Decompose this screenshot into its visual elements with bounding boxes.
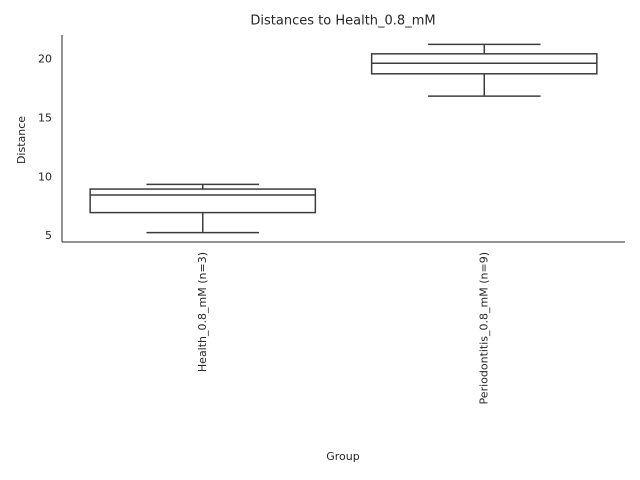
x-axis-label: Group xyxy=(326,450,360,463)
y-tick-label: 10 xyxy=(38,170,52,183)
y-tick-label: 20 xyxy=(38,53,52,66)
y-tick-label: 5 xyxy=(45,229,52,242)
y-axis-label: Distance xyxy=(15,116,28,164)
x-tick-label: Health_0.8_mM (n=3) xyxy=(196,252,209,372)
x-tick-label: Periodontitis_0.8_mM (n=9) xyxy=(477,252,490,404)
box xyxy=(89,188,317,214)
y-tick-label: 15 xyxy=(38,112,52,125)
chart-title: Distances to Health_0.8_mM xyxy=(250,14,435,29)
